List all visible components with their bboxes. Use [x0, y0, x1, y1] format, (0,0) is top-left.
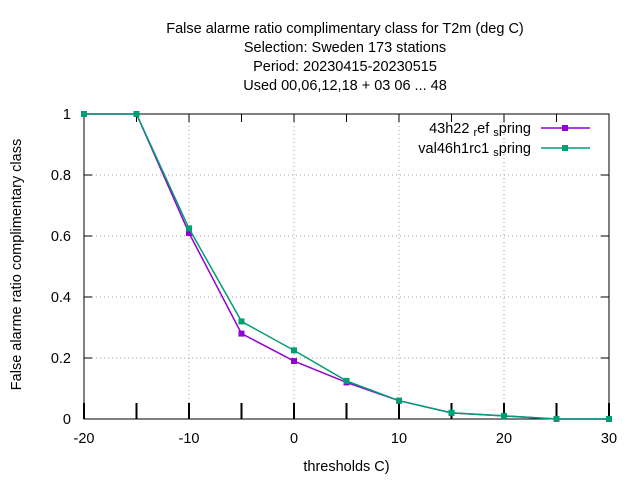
y-axis-label: False alarme ratio complimentary class — [9, 139, 25, 390]
x-tick-label: -20 — [74, 431, 95, 447]
title-line-4: Used 00,06,12,18 + 03 06 ... 48 — [243, 78, 447, 94]
series-group — [81, 111, 612, 422]
data-point — [81, 111, 87, 117]
y-tick-label: 0 — [63, 412, 71, 428]
y-tick-label: 0.2 — [51, 351, 71, 367]
title-line-1: False alarme ratio complimentary class f… — [166, 21, 524, 37]
data-point — [448, 409, 455, 416]
y-tick-label: 0.8 — [51, 168, 71, 184]
data-point — [291, 347, 297, 354]
x-tick-label: 0 — [290, 431, 298, 447]
data-point — [396, 397, 402, 404]
data-point — [186, 229, 192, 236]
series-line-1 — [84, 113, 609, 420]
y-tick-label: 0.4 — [51, 290, 71, 306]
data-point — [133, 111, 140, 117]
x-tick-label: -10 — [179, 431, 200, 447]
data-point — [606, 416, 612, 422]
data-point — [238, 330, 245, 337]
y-tick-label: 0.6 — [51, 229, 71, 245]
legend-marker-1 — [562, 125, 568, 131]
series-line-2 — [84, 113, 609, 420]
tick-marks — [83, 113, 610, 420]
legend-label-2: val46h1rc1 spring — [418, 141, 531, 159]
x-tick-label: 20 — [496, 431, 512, 447]
legend-marker-2 — [562, 145, 568, 151]
data-point — [501, 412, 507, 419]
legend: 43h22 ref spring val46h1rc1 spring — [418, 121, 590, 159]
data-point — [343, 377, 350, 384]
chart-title: False alarme ratio complimentary class f… — [166, 21, 524, 94]
data-point — [291, 358, 297, 365]
x-tick-label: 10 — [391, 431, 407, 447]
y-tick-label: 1 — [63, 107, 71, 123]
tick-labels: 0 0.2 0.4 0.6 0.8 1 -20 -10 0 10 20 30 — [51, 107, 617, 447]
title-line-2: Selection: Sweden 173 stations — [244, 40, 446, 56]
grid — [84, 114, 609, 419]
x-tick-label: 30 — [601, 431, 617, 447]
legend-label-1: 43h22 ref spring — [429, 121, 531, 139]
x-axis-label: thresholds C) — [303, 459, 389, 475]
data-point — [238, 318, 245, 325]
data-point — [553, 416, 560, 422]
plot-frame — [83, 113, 610, 420]
data-point — [186, 225, 192, 232]
title-line-3: Period: 20230415-20230515 — [253, 59, 437, 75]
